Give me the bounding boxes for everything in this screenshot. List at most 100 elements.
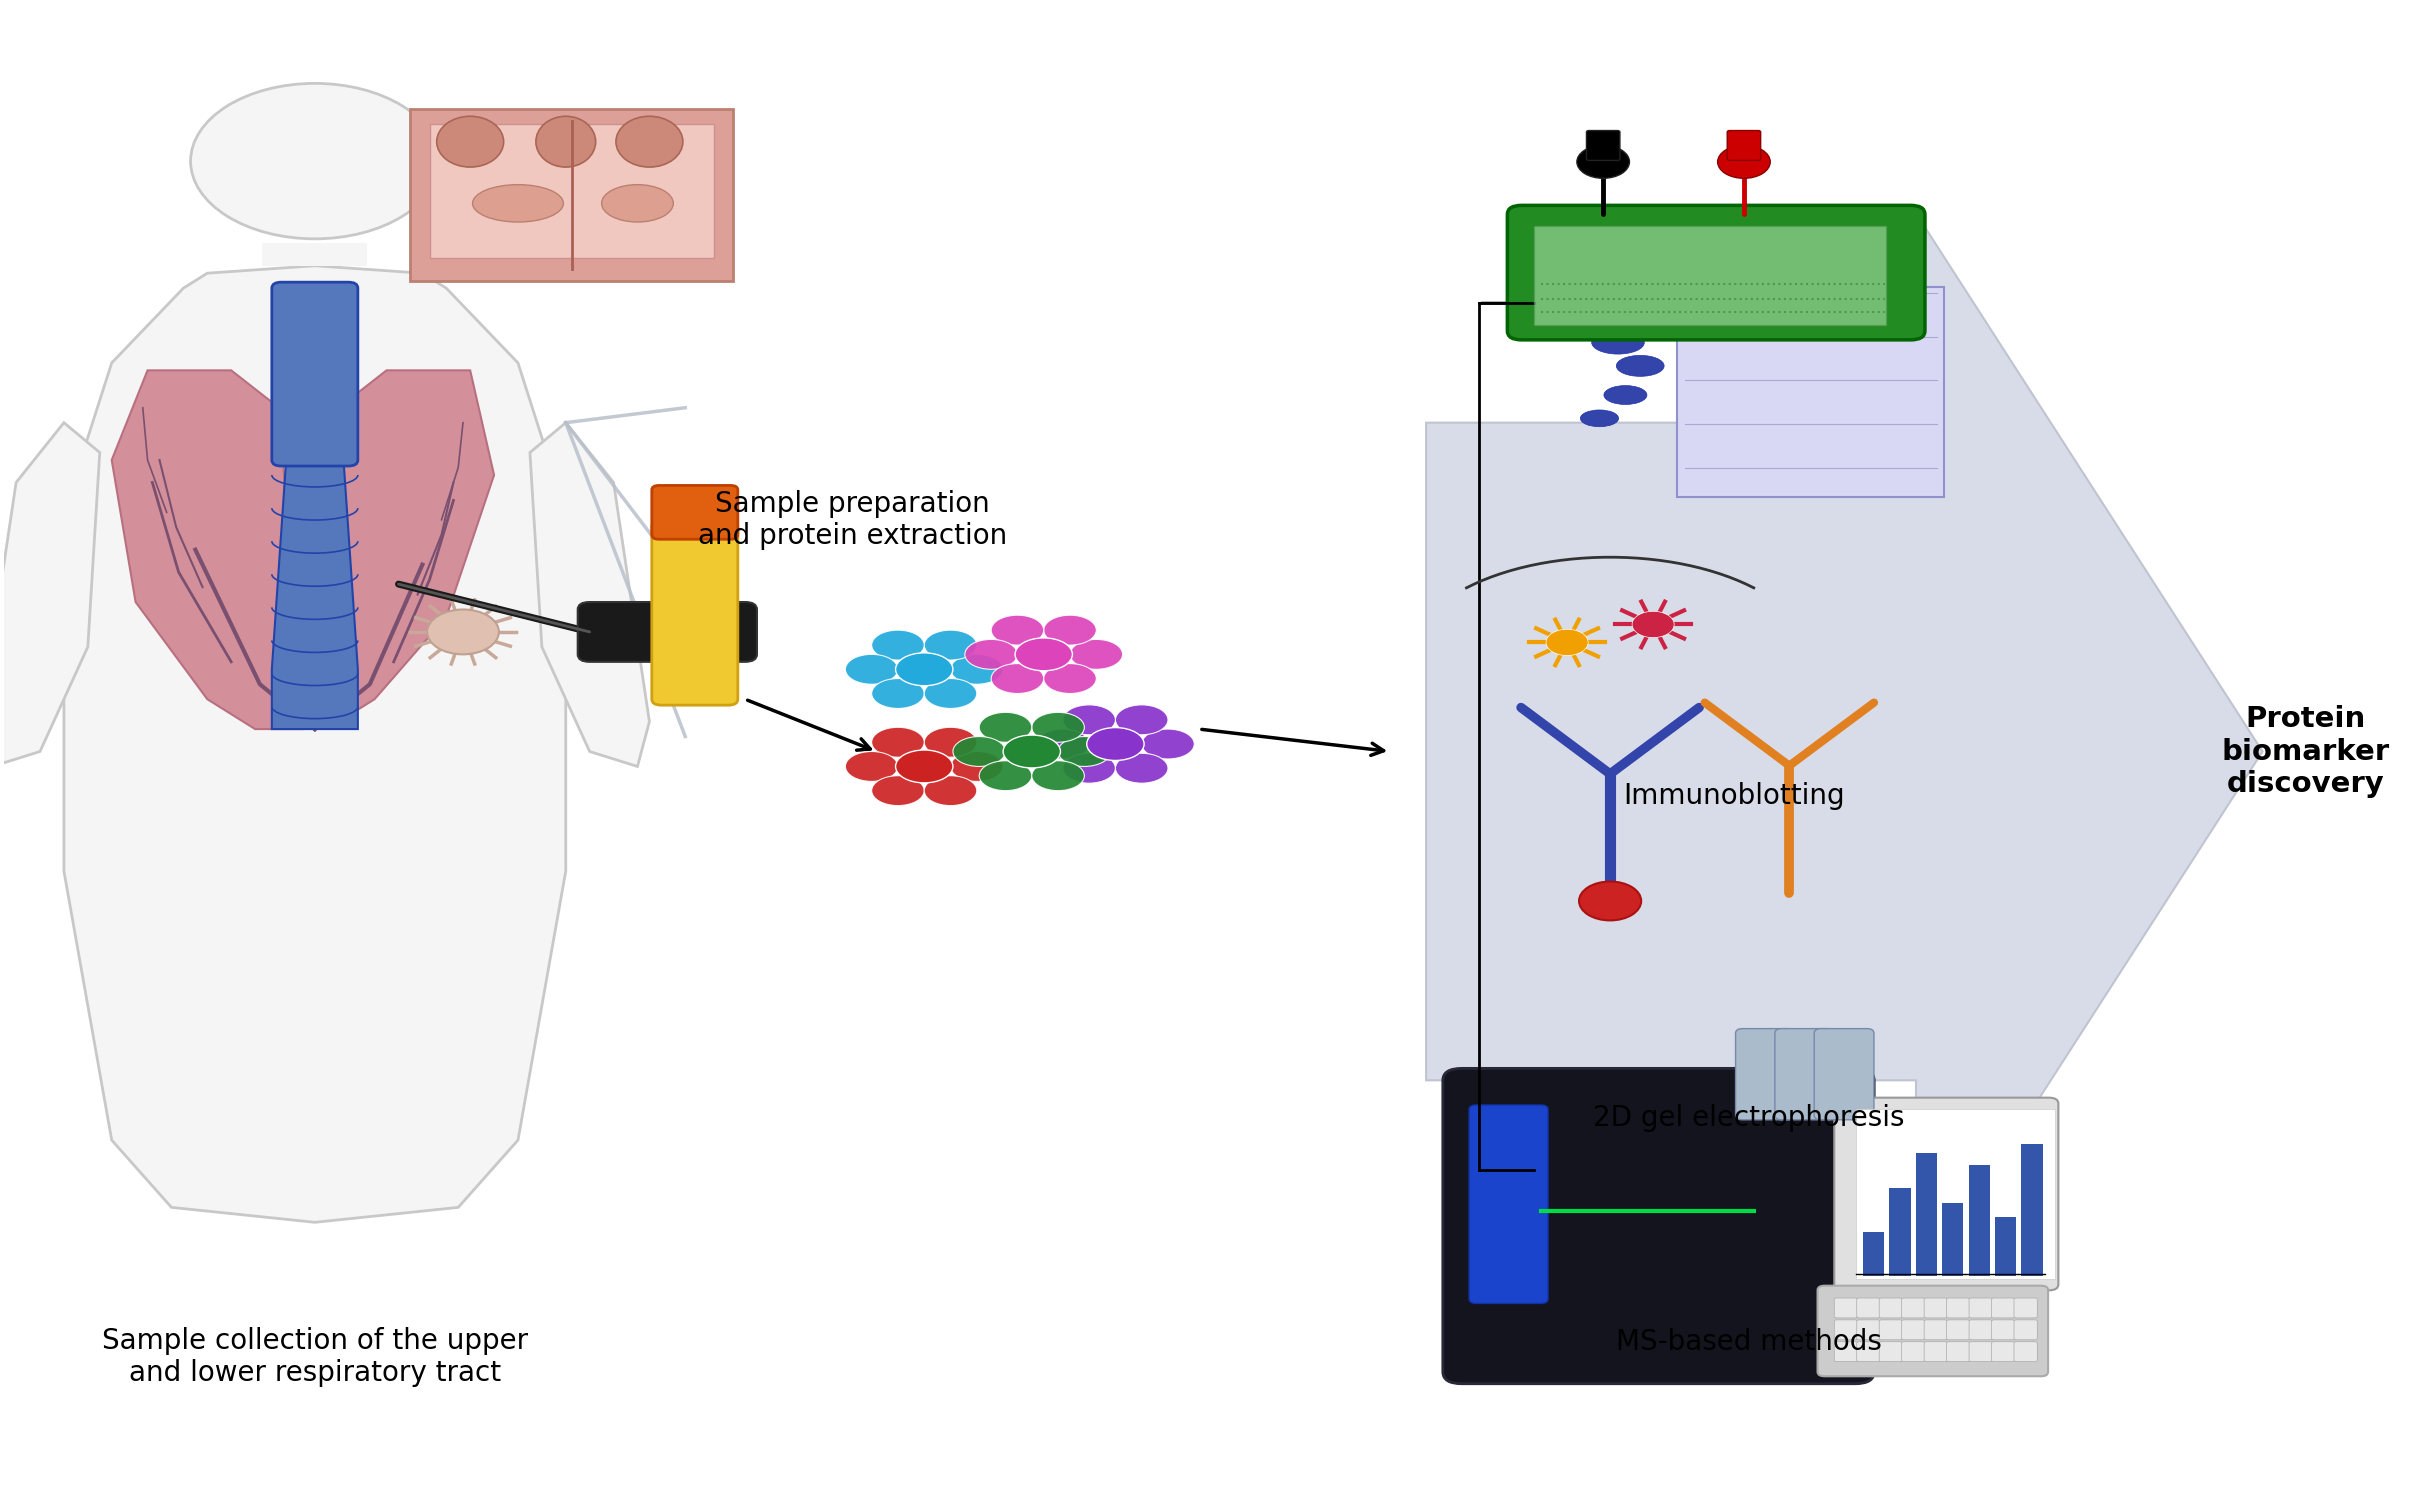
- FancyBboxPatch shape: [1856, 1299, 1880, 1318]
- Text: Protein
biomarker
discovery: Protein biomarker discovery: [2222, 705, 2389, 798]
- Ellipse shape: [1086, 727, 1144, 761]
- Text: MS-based methods: MS-based methods: [1617, 1327, 1882, 1356]
- FancyBboxPatch shape: [1834, 1299, 1858, 1318]
- Ellipse shape: [536, 116, 596, 167]
- Ellipse shape: [1544, 286, 1617, 317]
- FancyBboxPatch shape: [1923, 1342, 1947, 1362]
- FancyBboxPatch shape: [1735, 1028, 1795, 1120]
- Circle shape: [1578, 882, 1641, 920]
- FancyBboxPatch shape: [1728, 131, 1761, 161]
- FancyBboxPatch shape: [410, 108, 734, 281]
- Ellipse shape: [1045, 615, 1096, 645]
- Ellipse shape: [924, 727, 977, 758]
- FancyBboxPatch shape: [1901, 1342, 1926, 1362]
- FancyBboxPatch shape: [1947, 1320, 1969, 1339]
- FancyBboxPatch shape: [1856, 1320, 1880, 1339]
- Polygon shape: [531, 422, 649, 767]
- Circle shape: [427, 610, 499, 654]
- FancyBboxPatch shape: [1880, 1299, 1901, 1318]
- FancyBboxPatch shape: [1889, 1189, 1911, 1276]
- FancyBboxPatch shape: [1923, 1299, 1947, 1318]
- Ellipse shape: [1062, 705, 1115, 735]
- Ellipse shape: [895, 652, 953, 685]
- FancyBboxPatch shape: [1969, 1165, 1991, 1276]
- Circle shape: [1631, 612, 1675, 637]
- FancyBboxPatch shape: [1916, 1153, 1938, 1276]
- FancyBboxPatch shape: [2015, 1320, 2037, 1339]
- Ellipse shape: [1062, 753, 1115, 783]
- Ellipse shape: [924, 630, 977, 660]
- Ellipse shape: [473, 185, 562, 222]
- FancyBboxPatch shape: [1508, 206, 1926, 340]
- FancyBboxPatch shape: [652, 485, 738, 540]
- Ellipse shape: [871, 678, 924, 708]
- FancyBboxPatch shape: [1923, 1320, 1947, 1339]
- FancyBboxPatch shape: [1969, 1320, 1993, 1339]
- Ellipse shape: [951, 752, 1004, 782]
- Text: Sample collection of the upper
and lower respiratory tract: Sample collection of the upper and lower…: [101, 1327, 528, 1387]
- Ellipse shape: [1115, 705, 1168, 735]
- Ellipse shape: [980, 761, 1033, 791]
- Ellipse shape: [1605, 386, 1648, 404]
- FancyBboxPatch shape: [1776, 1028, 1834, 1120]
- Circle shape: [191, 83, 439, 239]
- FancyBboxPatch shape: [1996, 1217, 2017, 1276]
- FancyBboxPatch shape: [652, 522, 738, 705]
- Ellipse shape: [924, 776, 977, 806]
- FancyBboxPatch shape: [1901, 1320, 1926, 1339]
- Polygon shape: [63, 266, 565, 1222]
- Polygon shape: [326, 370, 495, 729]
- Ellipse shape: [951, 654, 1004, 684]
- Ellipse shape: [1038, 729, 1088, 759]
- Ellipse shape: [924, 678, 977, 708]
- FancyBboxPatch shape: [1942, 1202, 1964, 1276]
- Ellipse shape: [845, 752, 898, 782]
- FancyBboxPatch shape: [1856, 1342, 1880, 1362]
- Text: 2D gel electrophoresis: 2D gel electrophoresis: [1593, 1103, 1904, 1132]
- FancyBboxPatch shape: [2015, 1342, 2037, 1362]
- Ellipse shape: [1593, 331, 1643, 355]
- FancyBboxPatch shape: [1880, 1342, 1901, 1362]
- FancyBboxPatch shape: [1856, 1109, 2056, 1279]
- FancyBboxPatch shape: [1834, 1320, 1858, 1339]
- FancyBboxPatch shape: [1677, 287, 1945, 497]
- FancyBboxPatch shape: [1585, 131, 1619, 161]
- Ellipse shape: [1069, 639, 1122, 669]
- Circle shape: [1576, 146, 1629, 179]
- Ellipse shape: [953, 736, 1006, 767]
- FancyBboxPatch shape: [1880, 1320, 1901, 1339]
- Ellipse shape: [871, 727, 924, 758]
- FancyBboxPatch shape: [1470, 1105, 1549, 1303]
- FancyBboxPatch shape: [1443, 1069, 1875, 1384]
- FancyBboxPatch shape: [430, 123, 714, 259]
- Ellipse shape: [1141, 729, 1194, 759]
- Ellipse shape: [1045, 664, 1096, 693]
- FancyBboxPatch shape: [1991, 1320, 2015, 1339]
- Ellipse shape: [1566, 313, 1626, 338]
- Ellipse shape: [992, 615, 1045, 645]
- Ellipse shape: [1617, 355, 1665, 376]
- FancyBboxPatch shape: [1834, 1097, 2058, 1291]
- FancyBboxPatch shape: [273, 283, 357, 466]
- Ellipse shape: [871, 630, 924, 660]
- FancyBboxPatch shape: [1969, 1299, 1993, 1318]
- Ellipse shape: [601, 185, 673, 222]
- FancyBboxPatch shape: [2022, 1144, 2044, 1276]
- FancyBboxPatch shape: [1817, 1285, 2049, 1377]
- Ellipse shape: [1581, 410, 1619, 427]
- FancyBboxPatch shape: [1901, 1299, 1926, 1318]
- FancyBboxPatch shape: [1815, 1028, 1875, 1120]
- FancyBboxPatch shape: [1969, 1342, 1993, 1362]
- Ellipse shape: [965, 639, 1018, 669]
- Ellipse shape: [1057, 736, 1110, 767]
- Ellipse shape: [1004, 735, 1059, 768]
- FancyBboxPatch shape: [1947, 1299, 1969, 1318]
- FancyBboxPatch shape: [577, 603, 758, 661]
- Ellipse shape: [1016, 637, 1071, 670]
- Ellipse shape: [980, 712, 1033, 742]
- Polygon shape: [111, 370, 304, 729]
- Text: Sample preparation
and protein extraction: Sample preparation and protein extractio…: [697, 490, 1006, 550]
- FancyBboxPatch shape: [1834, 1342, 1858, 1362]
- Ellipse shape: [871, 776, 924, 806]
- FancyBboxPatch shape: [2015, 1299, 2037, 1318]
